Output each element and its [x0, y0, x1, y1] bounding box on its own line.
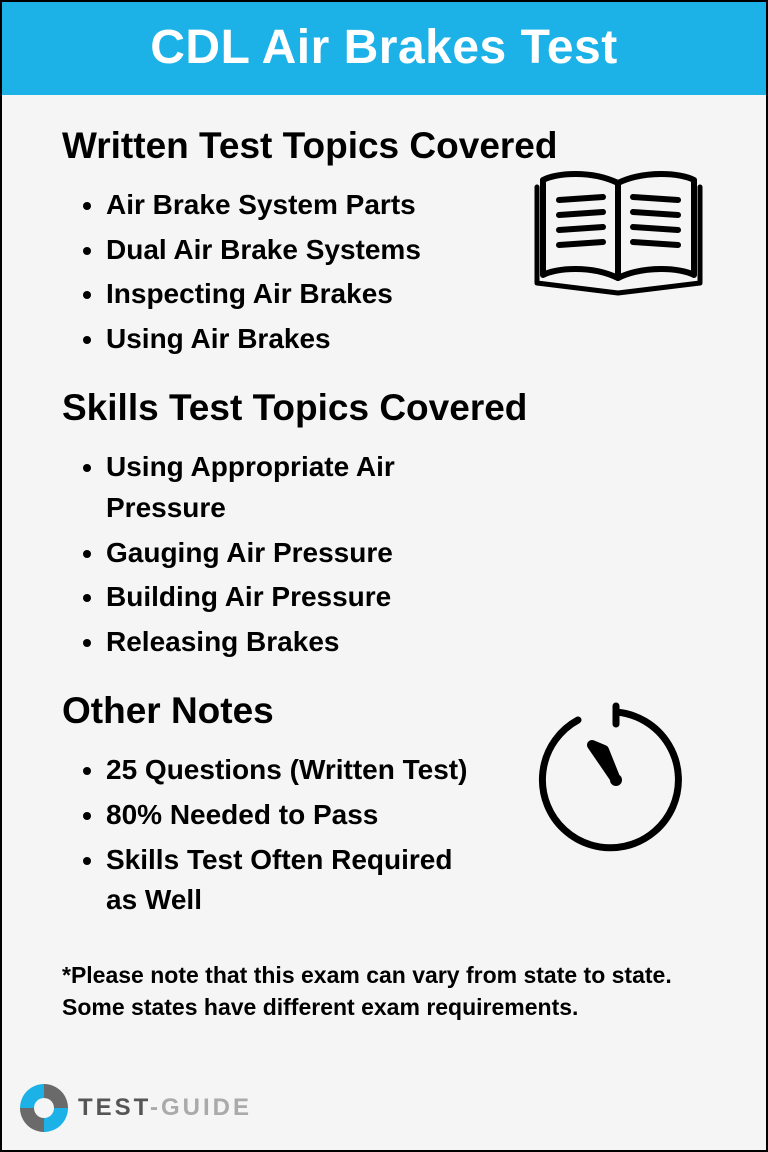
- list-item: Skills Test Often Required as Well: [106, 840, 482, 921]
- notes-list: 25 Questions (Written Test) 80% Needed t…: [62, 750, 482, 920]
- list-item: 25 Questions (Written Test): [106, 750, 482, 791]
- logo-text-light: -GUIDE: [150, 1094, 252, 1121]
- info-card: CDL Air Brakes Test Written Test Topics …: [0, 0, 768, 1152]
- list-item: 80% Needed to Pass: [106, 795, 482, 836]
- card-content: Written Test Topics Covered Air Brake Sy…: [2, 95, 766, 1070]
- list-item: Releasing Brakes: [106, 622, 482, 663]
- list-item: Air Brake System Parts: [106, 185, 482, 226]
- written-list: Air Brake System Parts Dual Air Brake Sy…: [62, 185, 482, 359]
- logo-text: TEST-GUIDE: [78, 1094, 252, 1122]
- logo-icon: [20, 1084, 68, 1132]
- notes-section: Other Notes 25 Questions (Written Test) …: [62, 690, 716, 920]
- written-section: Written Test Topics Covered Air Brake Sy…: [62, 125, 716, 359]
- skills-section: Skills Test Topics Covered Using Appropr…: [62, 387, 716, 662]
- list-item: Using Air Brakes: [106, 319, 482, 360]
- list-item: Dual Air Brake Systems: [106, 230, 482, 271]
- book-icon: [531, 165, 706, 300]
- footnote-text: *Please note that this exam can vary fro…: [62, 949, 716, 1023]
- page-title: CDL Air Brakes Test: [150, 21, 617, 74]
- logo-text-dark: TEST: [78, 1094, 150, 1121]
- list-item: Building Air Pressure: [106, 577, 482, 618]
- list-item: Gauging Air Pressure: [106, 533, 482, 574]
- written-heading: Written Test Topics Covered: [62, 125, 716, 167]
- list-item: Using Appropriate Air Pressure: [106, 447, 482, 528]
- skills-heading: Skills Test Topics Covered: [62, 387, 716, 429]
- list-item: Inspecting Air Brakes: [106, 274, 482, 315]
- card-header: CDL Air Brakes Test: [2, 2, 766, 95]
- skills-list: Using Appropriate Air Pressure Gauging A…: [62, 447, 482, 662]
- timer-icon: [536, 700, 696, 860]
- footer: TEST-GUIDE: [2, 1070, 766, 1150]
